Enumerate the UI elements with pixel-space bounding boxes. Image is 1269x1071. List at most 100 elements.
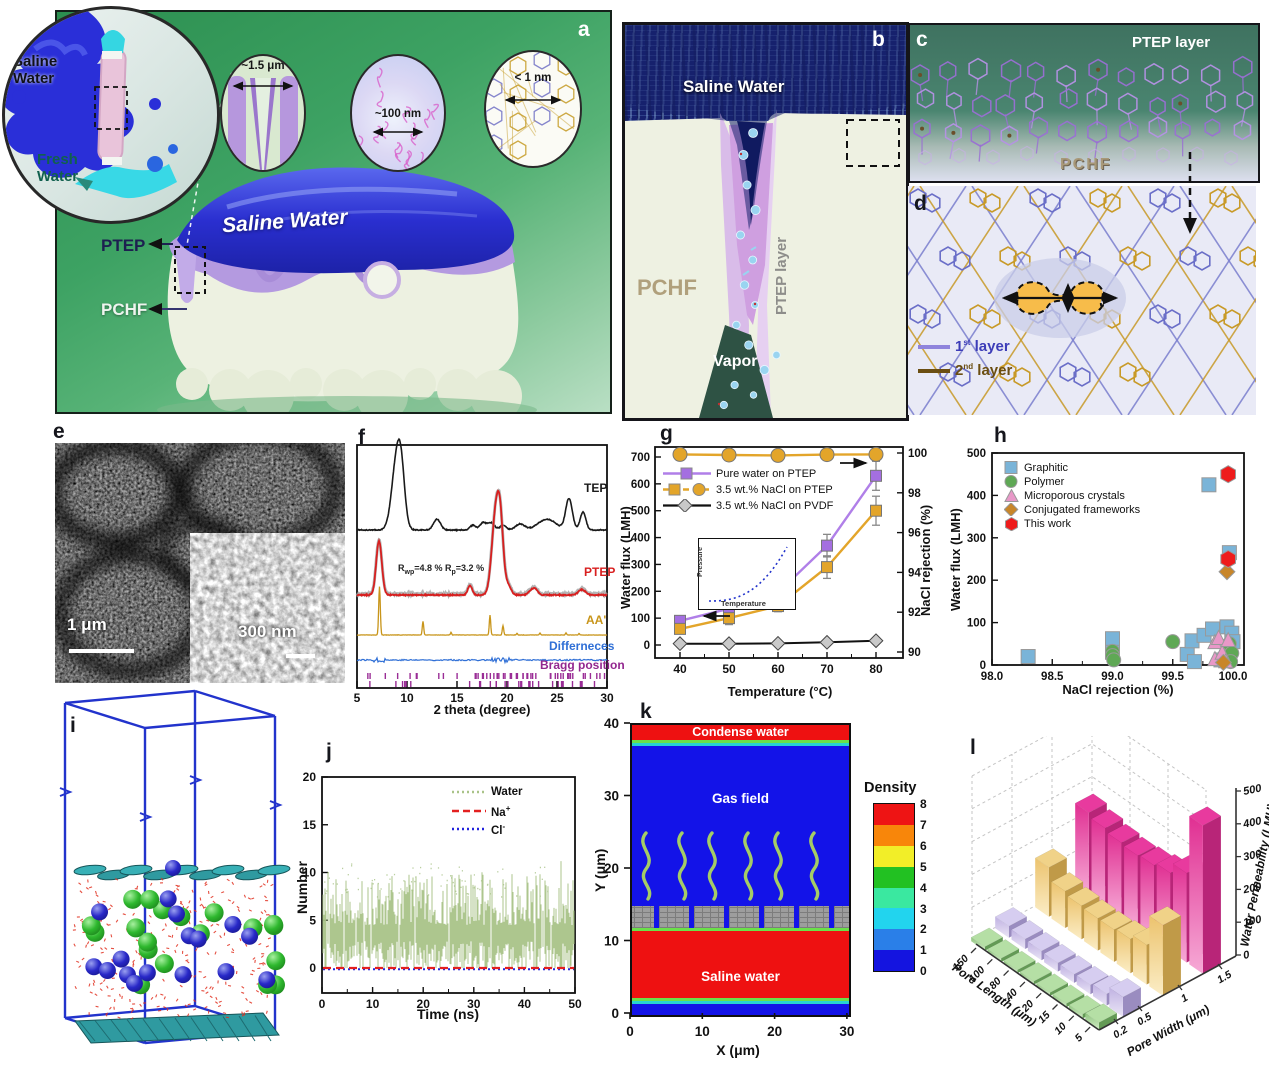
- h-legend-microporous: Microporous crystals: [1004, 489, 1125, 502]
- panel-letter-a: a: [578, 18, 590, 41]
- svg-text:20: 20: [303, 770, 317, 784]
- svg-text:30: 30: [600, 691, 614, 705]
- colorbar-tick-2: 2: [920, 922, 927, 937]
- cbar-seg-red: [874, 804, 914, 825]
- svg-text:60: 60: [771, 662, 785, 676]
- cbar-seg-cyan: [874, 908, 914, 930]
- zoom-oval-1p5um: ~1.5 μm: [220, 54, 306, 172]
- h-legend-polymer: Polymer: [1004, 475, 1064, 488]
- svg-text:10: 10: [366, 997, 380, 1011]
- h-legend-graphitic: Graphitic: [1004, 461, 1068, 474]
- cbar-seg-lightblue: [874, 929, 914, 951]
- panel-letter-f: f: [358, 426, 365, 449]
- svg-text:0: 0: [611, 1006, 619, 1021]
- svg-text:92: 92: [908, 607, 921, 619]
- svg-text:100: 100: [1242, 913, 1263, 929]
- pressure-curve: [709, 546, 788, 602]
- svg-text:10: 10: [303, 866, 317, 880]
- svg-text:200: 200: [1241, 881, 1263, 897]
- svg-text:0: 0: [319, 997, 326, 1011]
- md-simulation-box: [59, 689, 291, 1045]
- vapor-streamlines: [641, 831, 820, 901]
- h-legend-thiswork: This work: [1004, 517, 1071, 531]
- zoom1-label: ~1.5 μm: [241, 60, 285, 72]
- density-colorbar: [873, 803, 915, 972]
- svg-text:0.5: 0.5: [1135, 1010, 1154, 1028]
- panel-b: Saline Water PCHF PTEP layer Vapor: [622, 22, 909, 421]
- svg-text:98: 98: [908, 488, 921, 500]
- colorbar-tick-4: 4: [920, 880, 927, 895]
- svg-text:15: 15: [303, 818, 317, 832]
- panel-letter-d: d: [914, 192, 927, 215]
- f-series-diff: Differneces: [549, 639, 615, 653]
- cbar-seg-green: [874, 866, 914, 888]
- svg-text:99.0: 99.0: [1101, 671, 1123, 683]
- svg-text:10: 10: [604, 934, 619, 949]
- g-inset-pressure-chart: Pressure Temperature: [697, 538, 796, 610]
- panel-letter-l: l: [970, 736, 976, 759]
- saline-water-strip: [632, 931, 849, 998]
- panel-letter-g: g: [660, 422, 673, 445]
- svg-text:50: 50: [722, 662, 736, 676]
- svg-text:30: 30: [604, 789, 619, 804]
- ptep-label: PTEP: [101, 236, 146, 255]
- j-legend-na: Na+: [452, 804, 511, 819]
- svg-text:96: 96: [908, 528, 921, 540]
- bilayer-lattice-art: [908, 186, 1256, 415]
- gas-field-label: Gas field: [711, 791, 770, 806]
- k-interface-line-3: [632, 928, 849, 931]
- cbar-seg-springgreen: [874, 887, 914, 909]
- svg-text:5: 5: [354, 691, 361, 705]
- svg-text:5: 5: [309, 913, 316, 927]
- pore-channel-art: [228, 76, 298, 170]
- g-inset-xlabel: Temperature: [721, 599, 766, 608]
- svg-text:Pore Width (μm): Pore Width (μm): [1124, 1002, 1212, 1059]
- h-legend-conjugated: Conjugated frameworks: [1004, 503, 1140, 516]
- cbar-seg-blue: [874, 950, 914, 971]
- zoom2-label: ~100 nm: [374, 108, 422, 120]
- j-legend-cl: Cl-: [452, 822, 506, 837]
- g-left-axis-label: Water flux (LMH): [618, 506, 633, 610]
- density-heatmap: Condense water Gas field Saline water: [630, 723, 851, 1017]
- svg-text:10: 10: [1052, 1020, 1069, 1037]
- svg-text:98.0: 98.0: [981, 671, 1003, 683]
- sem-inset-scale-text: 300 nm: [238, 622, 297, 641]
- g-legend-row-1: Pure water on PTEP: [663, 467, 816, 480]
- k-interface-line-1: [632, 740, 849, 743]
- svg-text:98.5: 98.5: [1041, 671, 1064, 683]
- svg-text:80: 80: [869, 662, 883, 676]
- svg-text:99.5: 99.5: [1162, 671, 1185, 683]
- b-pchf-label: PCHF: [637, 275, 697, 300]
- g-legend-row-2: 3.5 wt.% NaCl on PTEP: [663, 483, 833, 496]
- ptep-framework-render: [910, 25, 1258, 181]
- svg-text:200: 200: [967, 575, 986, 587]
- f-refinement-annotation: Rwp=4.8 % Rp=3.2 %: [398, 563, 485, 576]
- g-legend-row-3: 3.5 wt.% NaCl on PVDF: [663, 499, 833, 512]
- c-to-d-arrow: [1183, 152, 1197, 234]
- panel-letter-h: h: [994, 424, 1007, 447]
- c-pchf-label: PCHF: [1060, 156, 1112, 173]
- colorbar-tick-5: 5: [920, 859, 927, 874]
- svg-text:0: 0: [1242, 949, 1251, 962]
- svg-text:0: 0: [626, 1024, 634, 1039]
- d-legend-row-2: 2nd layer: [918, 362, 1012, 379]
- inset-saline-label: Saline Water: [13, 53, 58, 88]
- saline-water-label: Saline water: [701, 969, 780, 984]
- svg-text:300: 300: [1242, 848, 1263, 864]
- h-xaxis-label: NaCl rejection (%): [1062, 682, 1174, 697]
- svg-text:0: 0: [980, 660, 986, 672]
- f-series-ptep: PTEP: [584, 565, 616, 579]
- condense-water-strip: [632, 725, 849, 740]
- b-ptep-layer-label: PTEP layer: [773, 236, 790, 315]
- svg-text:400: 400: [1241, 815, 1263, 831]
- svg-text:400: 400: [967, 490, 986, 502]
- colorbar-tick-7: 7: [920, 817, 927, 832]
- svg-text:30: 30: [467, 997, 481, 1011]
- colorbar-title: Density: [864, 780, 917, 796]
- g-legend-marker-2: [663, 483, 711, 496]
- g-right-axis-label: NaCl rejection (%): [918, 504, 933, 616]
- colorbar-tick-3: 3: [920, 901, 927, 916]
- svg-text:700: 700: [631, 452, 650, 464]
- g-legend-marker-3: [663, 499, 711, 512]
